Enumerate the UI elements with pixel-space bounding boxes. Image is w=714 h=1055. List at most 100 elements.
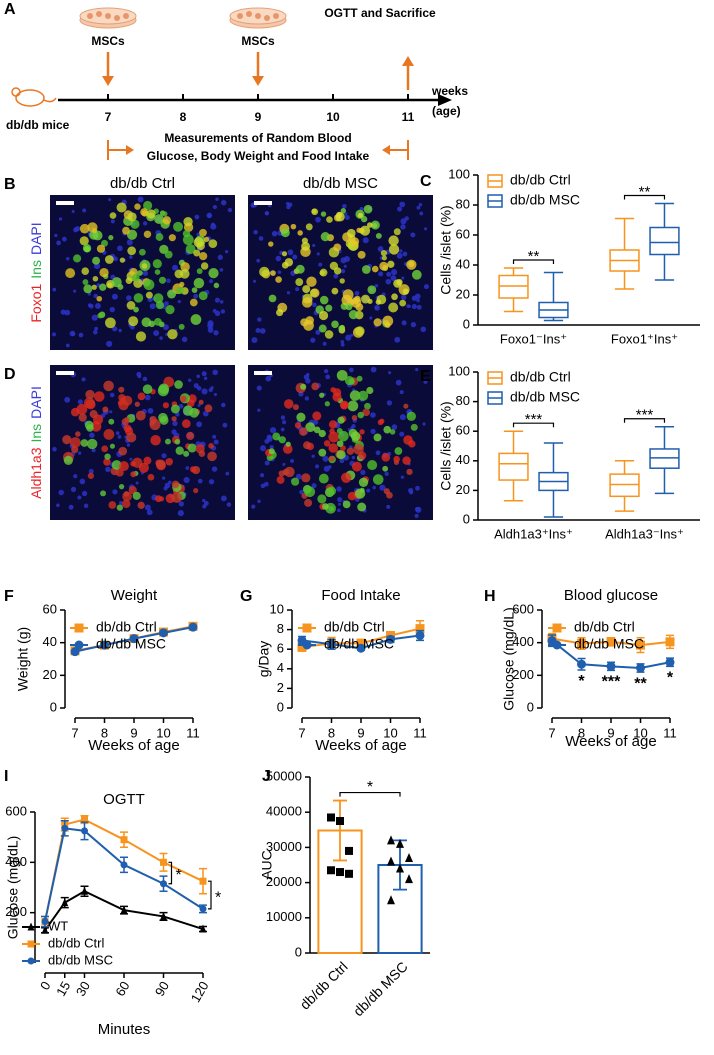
nucleus bbox=[400, 475, 405, 479]
cell bbox=[103, 458, 111, 466]
y-axis-label: Cells /islet (%) bbox=[438, 205, 454, 294]
cell bbox=[338, 430, 349, 442]
nucleus bbox=[400, 224, 406, 230]
timeline-unit: weeks bbox=[431, 84, 468, 98]
cell bbox=[336, 449, 346, 460]
nucleus bbox=[416, 298, 420, 303]
cell bbox=[340, 445, 346, 452]
cell bbox=[83, 245, 90, 252]
cell bbox=[373, 433, 382, 442]
nucleus bbox=[264, 460, 270, 466]
nucleus bbox=[399, 249, 403, 253]
timeline-arrow-head bbox=[438, 94, 452, 106]
y-tick-label: 30000 bbox=[266, 839, 302, 854]
marker bbox=[81, 816, 88, 824]
nucleus bbox=[181, 336, 188, 343]
marker bbox=[61, 898, 69, 907]
nucleus bbox=[105, 466, 111, 473]
nucleus bbox=[87, 303, 92, 308]
cell bbox=[115, 468, 124, 477]
nucleus bbox=[370, 428, 376, 435]
cell bbox=[379, 261, 389, 271]
cell bbox=[137, 501, 145, 509]
cell bbox=[123, 424, 132, 433]
cell bbox=[373, 318, 382, 327]
cell bbox=[96, 244, 106, 253]
x-tick-label: 30 bbox=[73, 979, 93, 999]
cell bbox=[65, 268, 76, 279]
nucleus bbox=[69, 330, 76, 337]
timeline-tick-label: 9 bbox=[255, 110, 262, 124]
cell bbox=[69, 437, 81, 448]
micrograph bbox=[50, 365, 235, 520]
cell bbox=[406, 468, 413, 476]
marker bbox=[297, 642, 307, 652]
cell bbox=[132, 491, 141, 500]
cell bbox=[358, 477, 369, 487]
x-tick-label: db/db MSC bbox=[350, 958, 411, 1019]
cell bbox=[75, 431, 81, 437]
legend-label: db/db MSC bbox=[48, 952, 113, 967]
nucleus bbox=[264, 211, 270, 216]
cell bbox=[85, 389, 95, 400]
cell bbox=[362, 408, 371, 417]
nucleus bbox=[224, 249, 229, 254]
event-arrow-head bbox=[102, 76, 114, 86]
cell bbox=[382, 315, 394, 327]
cell bbox=[132, 273, 140, 282]
marker bbox=[199, 924, 207, 933]
cell bbox=[399, 299, 407, 307]
cell bbox=[363, 204, 373, 214]
nucleus bbox=[220, 309, 226, 314]
nucleus bbox=[385, 278, 392, 285]
nucleus bbox=[396, 252, 403, 259]
cell bbox=[346, 447, 355, 455]
cell bbox=[119, 461, 129, 472]
cell bbox=[189, 466, 197, 473]
cell bbox=[333, 388, 342, 397]
sig-bracket bbox=[208, 880, 212, 910]
y-tick-label: 60 bbox=[43, 601, 57, 616]
nucleus bbox=[333, 273, 339, 279]
cell bbox=[143, 230, 152, 238]
nucleus bbox=[166, 278, 171, 284]
nucleus bbox=[340, 268, 346, 274]
nucleus bbox=[266, 434, 272, 440]
sig-bracket bbox=[339, 791, 401, 797]
y-tick-label: 0 bbox=[277, 699, 284, 714]
cell bbox=[127, 212, 137, 222]
marker bbox=[159, 628, 168, 638]
x-tick-label: 8 bbox=[328, 725, 335, 740]
cell bbox=[291, 477, 300, 486]
cell bbox=[104, 453, 111, 460]
cell bbox=[135, 410, 146, 421]
legend-label: db/db MSC bbox=[574, 636, 644, 652]
panel-label: H bbox=[484, 588, 496, 605]
cell bbox=[393, 228, 401, 236]
marker bbox=[41, 917, 49, 925]
cell bbox=[213, 282, 220, 289]
x-tick-label: Aldh1a3⁺Ins⁺ bbox=[494, 526, 573, 541]
legend-label: db/db Ctrl bbox=[324, 619, 385, 635]
cell bbox=[173, 221, 184, 232]
nucleus bbox=[65, 343, 70, 348]
nucleus bbox=[208, 387, 213, 393]
nucleus bbox=[77, 399, 83, 405]
cell bbox=[312, 411, 322, 421]
marker bbox=[386, 634, 395, 644]
cell bbox=[337, 416, 345, 424]
x-tick-label: 0 bbox=[37, 979, 54, 993]
nucleus bbox=[340, 339, 345, 344]
sig-label: * bbox=[667, 670, 674, 687]
marker bbox=[387, 856, 395, 866]
stain-label: Foxo1 Ins DAPI bbox=[28, 222, 44, 322]
nucleus bbox=[168, 480, 172, 485]
timeline-tick-label: 10 bbox=[326, 110, 340, 124]
legend-marker bbox=[302, 623, 312, 633]
nucleus bbox=[212, 369, 218, 376]
nucleus bbox=[316, 252, 320, 256]
micrograph bbox=[248, 195, 433, 350]
nucleus bbox=[360, 469, 366, 475]
